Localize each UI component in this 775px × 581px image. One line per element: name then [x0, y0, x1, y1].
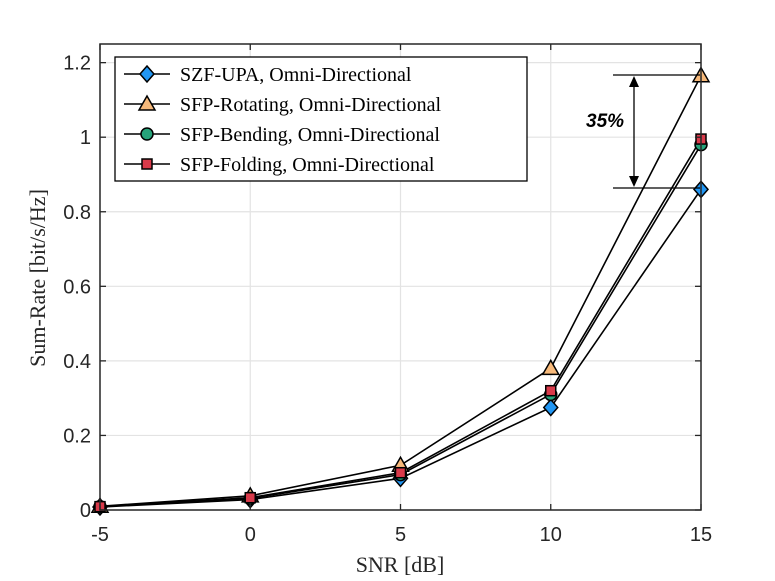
y-tick-label: 0.4: [63, 351, 91, 373]
annotation-label: 35%: [586, 111, 624, 132]
x-axis-label: SNR [dB]: [356, 552, 445, 577]
legend-label: SFP-Rotating, Omni-Directional: [180, 94, 442, 116]
y-axis-label: Sum-Rate [bit/s/Hz]: [25, 189, 50, 367]
legend-marker-diamond: [139, 64, 155, 84]
x-tick-label: 0: [245, 524, 256, 546]
data-point-triangle: [541, 358, 561, 376]
data-point-diamond: [542, 398, 559, 417]
legend: SZF-UPA, Omni-Directional SFP-Rotating, O…: [114, 56, 528, 182]
x-tick-label: 5: [395, 524, 406, 546]
x-tick-label: -5: [91, 524, 109, 546]
legend-label: SZF-UPA, Omni-Directional: [180, 64, 412, 86]
y-tick-label: 0.6: [63, 276, 91, 298]
legend-box: [114, 56, 528, 182]
legend-marker-triangle: [137, 94, 157, 111]
legend-label: SFP-Bending, Omni-Directional: [180, 124, 440, 146]
y-tick-label: 1.2: [63, 53, 91, 75]
x-tick-label: 15: [690, 524, 712, 546]
annotation: 35%: [586, 74, 700, 189]
legend-marker-square: [141, 158, 153, 170]
annotation-arrowhead-up: [629, 76, 639, 87]
annotation-arrowhead-down: [629, 176, 639, 187]
data-point-square: [244, 491, 256, 504]
legend-label: SFP-Folding, Omni-Directional: [180, 154, 435, 176]
y-tick-label: 0: [80, 500, 91, 522]
legend-marker-circle: [140, 127, 154, 141]
y-tick-label: 1: [80, 127, 91, 149]
data-point-square: [394, 466, 407, 479]
y-tick-label: 0.8: [63, 202, 91, 224]
x-tick-label: 10: [540, 524, 562, 546]
y-tick-label: 0.2: [63, 425, 91, 447]
data-point-square: [545, 384, 557, 397]
